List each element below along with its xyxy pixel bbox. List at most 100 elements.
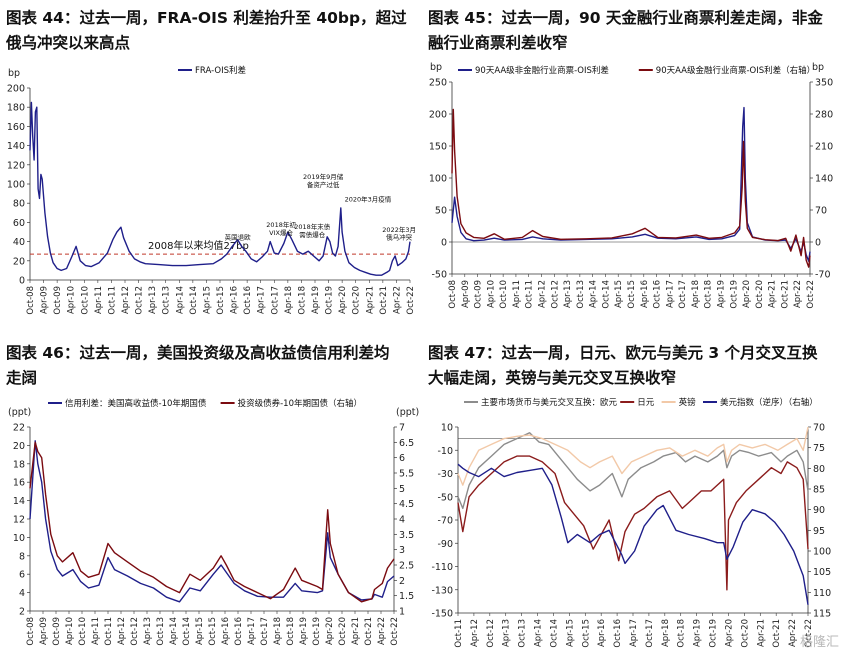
annotation-label: 2018年初 (266, 220, 296, 229)
chart-title-47-line-2: 大幅走阔，英镑与美元交叉互换收窄 (428, 369, 677, 387)
y-tick-label-left: 2 (19, 607, 25, 618)
x-tick-label: Oct-18 (286, 617, 296, 646)
x-tick-label: Apr-19 (311, 286, 321, 314)
x-tick-label: Oct-11 (104, 617, 114, 646)
legend: FRA-OIS利差 (178, 65, 246, 76)
axes-group: 2 4 6 8 10 12 14 16 18 20 22 1 1.5 2 2.5 3 3.5 4 4.5 5 5.5 6 6… (8, 407, 419, 646)
x-tick-label: Oct-12 (550, 280, 560, 309)
y-tick-label-right: 4.5 (399, 499, 414, 510)
chart-title-44-line-2: 俄乌冲突以来高点 (6, 34, 131, 52)
x-tick-label: Apr-13 (148, 286, 158, 314)
y-tick-label-left: 80 (13, 199, 25, 210)
y-tick-label-left: -130 (431, 585, 453, 596)
y-tick-label-right: 210 (815, 142, 833, 153)
chart-title-44: 图表 44：过去一周，FRA-OIS 利差抬升至 40bp，超过 俄乌冲突以来高… (6, 6, 421, 56)
y-tick-label-left: 100 (7, 180, 25, 191)
x-tick-label: Oct-10 (80, 286, 90, 315)
x-tick-label: Oct-17 (678, 280, 688, 309)
y-tick-label-right: 350 (815, 78, 833, 89)
y-tick-label-left: 4 (19, 588, 25, 599)
legend: 主要市场货币与美元交叉互换：欧元 日元 英镑 美元指数（逆序）（右轴） (464, 397, 818, 408)
y-unit-right: (ppt) (396, 407, 419, 418)
y-tick-label-left: 200 (7, 84, 25, 95)
x-tick-label: Oct-19 (709, 619, 719, 648)
x-tick-label: Oct-08 (26, 617, 36, 646)
x-tick-label: Oct-21 (772, 619, 782, 648)
x-tick-label: Apr-13 (143, 617, 153, 645)
chart-title-45-line-1: 图表 45：过去一周，90 天金融行业商票利差走阔，非金 (428, 9, 823, 27)
x-tick-label: Oct-08 (448, 280, 458, 309)
series-line-2 (457, 455, 809, 591)
x-tick-label: Oct-17 (270, 286, 280, 315)
legend-label-2: 日元 (637, 398, 655, 408)
chart-panel-46: 图表 46：过去一周，美国投资级及高收益债信用利差均 走阔 2 4 6 8 10 12 14… (0, 335, 423, 654)
x-tick-label: Apr-13 (563, 280, 573, 308)
series-group (29, 101, 411, 276)
y-tick-label-left: -50 (437, 492, 453, 503)
y-tick-label-left: 40 (13, 237, 25, 248)
y-tick-label-left: -70 (437, 516, 453, 527)
x-tick-label: Apr-15 (565, 619, 575, 647)
y-tick-label-left: 140 (7, 141, 25, 152)
x-tick-label: Oct-13 (162, 286, 172, 315)
chart-45-svg: -50 0 50 100 150 200 250 -70 0 70 140 210 280 350 bp bp… (429, 62, 833, 309)
legend-label-4: 美元指数（逆序）（右轴） (720, 397, 818, 408)
y-tick-label-right: 0 (815, 238, 821, 249)
legend-label-1: 主要市场货币与美元交叉互换：欧元 (481, 397, 618, 408)
x-tick-label: Oct-13 (518, 619, 528, 648)
legend-label-1: FRA-OIS利差 (195, 65, 246, 76)
y-tick-label-right: 140 (815, 174, 833, 185)
annotation-label: 2019年9月储 (303, 172, 344, 181)
x-tick-label: Oct-15 (581, 619, 591, 648)
x-tick-label: Apr-16 (640, 280, 650, 308)
series-line-4 (457, 463, 809, 605)
y-tick-label-left: 150 (429, 142, 447, 153)
x-tick-label: Oct-14 (189, 286, 199, 315)
y-tick-label-left: 6 (19, 570, 25, 581)
axes-group: -150 -130 -110 -90 -70 -50 -30 -10 10 115 110 105 10… (431, 423, 831, 648)
y-tick-label-left: -150 (431, 609, 453, 620)
x-tick-label: Oct-12 (130, 617, 140, 646)
x-tick-label: Oct-19 (312, 617, 322, 646)
x-tick-label: Apr-10 (65, 617, 75, 645)
chart-46-svg: 2 4 6 8 10 12 14 16 18 20 22 1 1.5 2 2.5 3 3.5 4 4.5 5 5.5 6 6… (8, 398, 419, 646)
x-tick-label: Oct-17 (260, 617, 270, 646)
x-tick-label: Apr-11 (94, 286, 104, 314)
x-tick-label: Apr-19 (717, 280, 727, 308)
legend: 信用利差：美国高收益债-10年期国债 投资级债券-10年期国债（右轴） (48, 398, 362, 409)
x-tick-label: Oct-18 (297, 286, 307, 315)
legend-label-2: 投资级债券-10年期国债（右轴） (238, 398, 362, 409)
chart-title-44-line-1: 图表 44：过去一周，FRA-OIS 利差抬升至 40bp，超过 (6, 9, 407, 27)
chart-title-46-line-2: 走阔 (6, 369, 38, 387)
x-tick-label: Oct-12 (135, 286, 145, 315)
legend-label-3: 英镑 (679, 397, 697, 408)
chart-44-svg: 0 20 40 60 80 100 120 140 160 180 200 bp Oct-08 Apr-0… (7, 65, 416, 315)
annotation-label: 俄乌冲突 (386, 233, 413, 242)
y-tick-label-right: 6.5 (399, 438, 414, 449)
x-tick-label: Apr-21 (768, 280, 778, 308)
x-tick-label: Oct-10 (78, 617, 88, 646)
y-tick-label-left: 12 (13, 515, 25, 526)
y-tick-label-right: 1.5 (399, 591, 414, 602)
y-tick-label-left: 20 (13, 441, 25, 452)
x-tick-label: Oct-18 (677, 619, 687, 648)
y-tick-label-right: 4 (399, 515, 405, 526)
chart-title-47-line-1: 图表 47：过去一周，日元、欧元与美元 3 个月交叉互换 (428, 344, 818, 362)
x-tick-label: Oct-15 (208, 617, 218, 646)
x-tick-label: Apr-22 (793, 280, 803, 308)
y-unit-left: bp (8, 68, 20, 79)
x-tick-label: Oct-17 (645, 619, 655, 648)
x-tick-label: Apr-19 (299, 617, 309, 645)
x-tick-label: Oct-21 (780, 280, 790, 309)
x-tick-label: Apr-20 (338, 286, 348, 314)
x-tick-label: Oct-20 (352, 286, 362, 315)
x-tick-label: Oct-16 (243, 286, 253, 315)
x-tick-label: Apr-11 (512, 280, 522, 308)
chart-panel-44: 图表 44：过去一周，FRA-OIS 利差抬升至 40bp，超过 俄乌冲突以来高… (0, 0, 423, 327)
x-tick-label: Apr-10 (67, 286, 77, 314)
y-tick-label-left: 22 (13, 423, 25, 434)
series-line-3 (457, 426, 809, 486)
chart-title-46: 图表 46：过去一周，美国投资级及高收益债信用利差均 走阔 (6, 341, 421, 391)
x-tick-label: Apr-14 (589, 280, 599, 308)
x-tick-label: Oct-09 (53, 286, 63, 315)
